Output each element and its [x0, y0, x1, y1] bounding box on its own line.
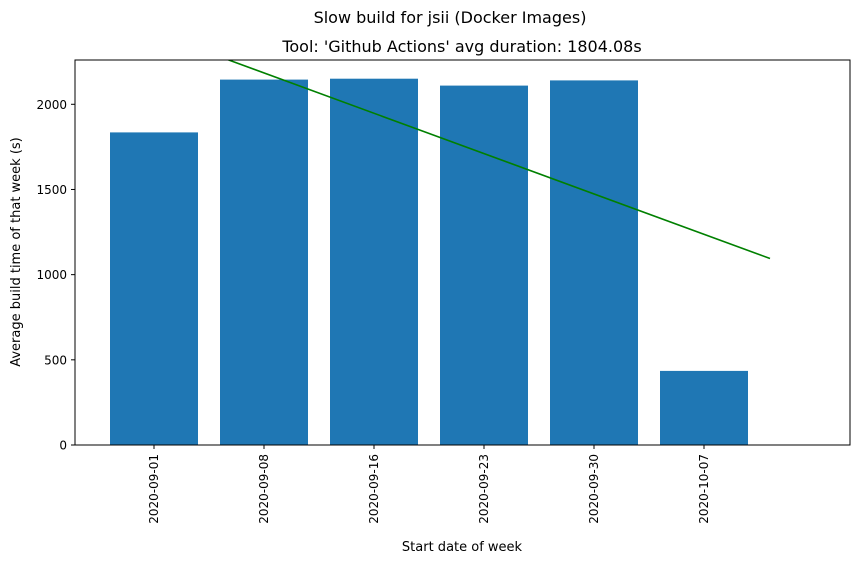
chart-title: Slow build for jsii (Docker Images) — [314, 8, 587, 27]
bars — [110, 78, 748, 446]
bar-2020-09-23 — [440, 85, 528, 445]
bar-2020-10-07 — [660, 370, 748, 445]
y-tick-label: 500 — [44, 353, 67, 367]
x-axis-label: Start date of week — [402, 540, 523, 555]
y-axis-ticks: 0 500 1000 1500 2000 — [36, 98, 75, 453]
chart-subtitle: Tool: 'Github Actions' avg duration: 180… — [281, 37, 641, 56]
x-tick-label: 2020-09-08 — [257, 454, 271, 524]
x-tick-label: 2020-09-30 — [587, 454, 601, 524]
bar-2020-09-08 — [220, 79, 308, 445]
y-tick-label: 1500 — [36, 183, 67, 197]
y-tick-label: 2000 — [36, 98, 67, 112]
bar-2020-09-30 — [550, 80, 638, 446]
trend-line-group — [226, 60, 771, 260]
trend-line — [226, 60, 771, 260]
plot-frame — [74, 59, 851, 446]
y-tick-label: 0 — [59, 439, 67, 453]
x-axis-ticks: 2020-09-01 2020-09-08 2020-09-16 2020-09-23… — [147, 445, 711, 524]
x-tick-label: 2020-09-01 — [147, 454, 161, 524]
x-tick-label: 2020-09-16 — [367, 454, 381, 524]
bar-2020-09-16 — [330, 78, 418, 445]
y-axis-label: Average build time of that week (s) — [9, 137, 24, 367]
y-tick-label: 1000 — [36, 268, 67, 282]
x-tick-label: 2020-10-07 — [697, 454, 711, 524]
bar-2020-09-01 — [110, 132, 198, 445]
x-tick-label: 2020-09-23 — [477, 454, 491, 524]
